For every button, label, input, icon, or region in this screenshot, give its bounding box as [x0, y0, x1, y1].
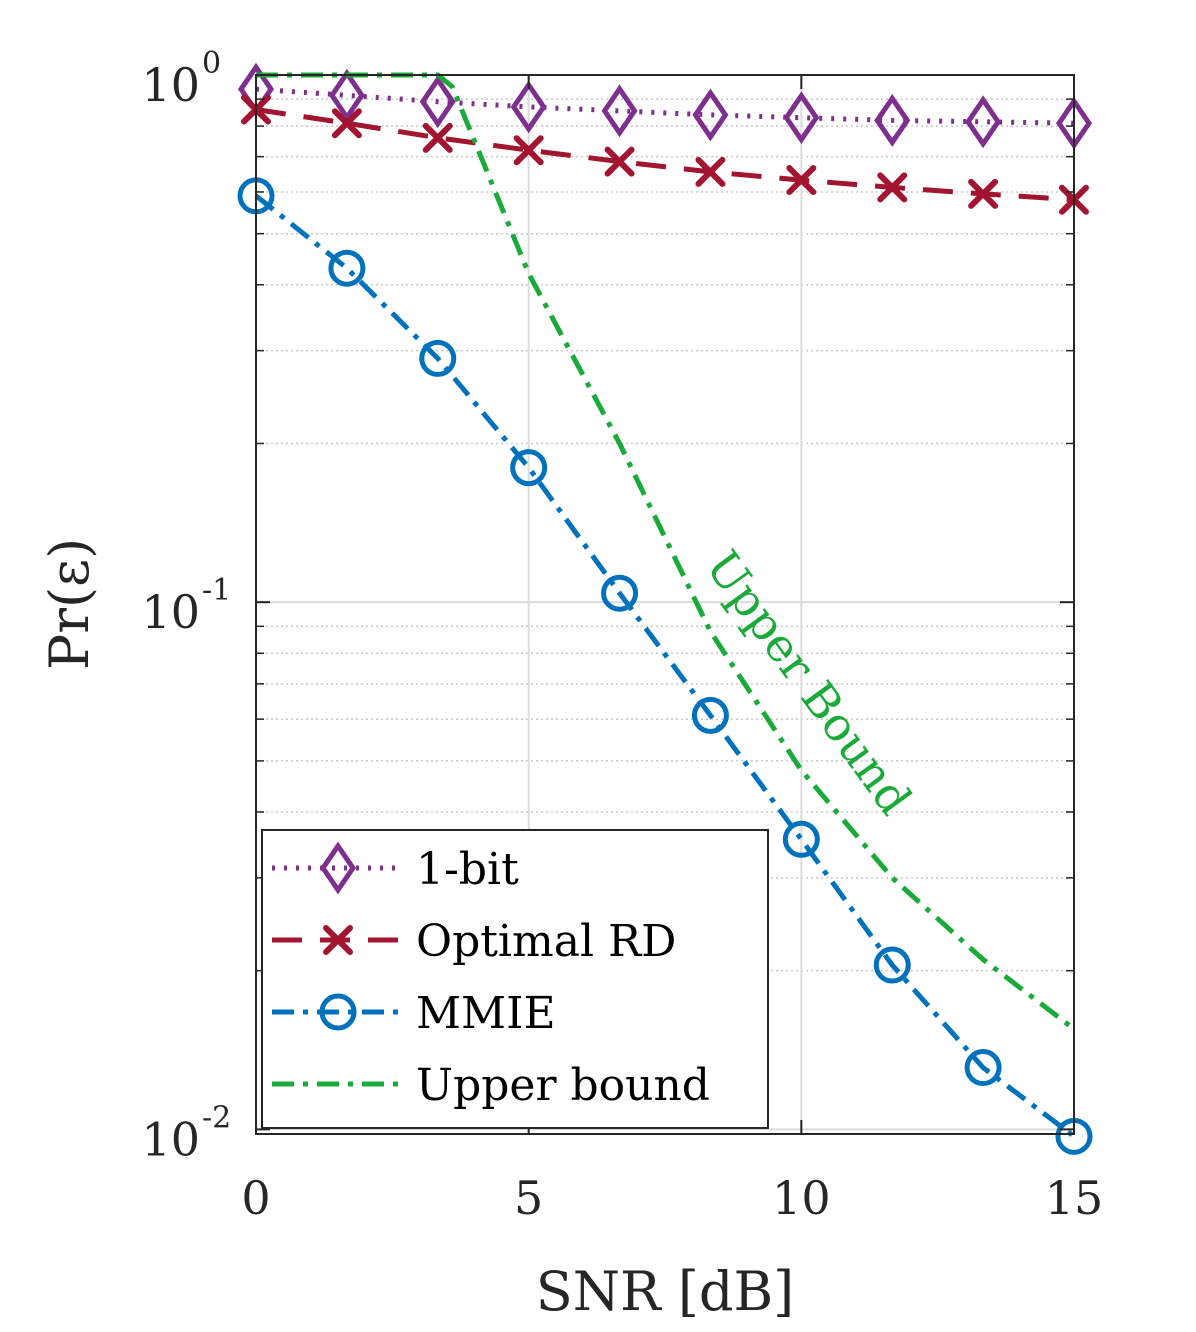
data-point-diamond	[601, 84, 638, 138]
data-point-circle	[328, 249, 366, 287]
legend-label: Optimal RD	[416, 916, 676, 967]
legend-marker-circle	[319, 993, 357, 1031]
data-point-x	[422, 122, 453, 153]
series-line	[255, 86, 1075, 126]
data-point-circle	[964, 1049, 1002, 1087]
y-tick-exponent: -1	[202, 573, 231, 608]
legend-label: Upper bound	[416, 1060, 710, 1111]
series-line	[254, 193, 1076, 1139]
y-tick-label: 10	[141, 585, 200, 639]
data-point-diamond	[965, 95, 1002, 149]
legend-marker-x	[323, 925, 353, 955]
series-line	[255, 107, 1075, 203]
y-tick-exponent: -2	[202, 1100, 231, 1135]
data-point-x	[513, 135, 544, 166]
series-mmie	[237, 177, 1093, 1155]
legend-entry: 1-bit	[272, 841, 519, 895]
data-point-diamond	[692, 88, 729, 142]
legend-label: 1-bit	[416, 844, 519, 895]
legend-entry: Upper bound	[272, 1060, 710, 1111]
legend: 1-bit Optimal RD MMIE Upper bound	[261, 829, 769, 1129]
data-point-x	[695, 156, 726, 187]
series-upper-bound	[256, 72, 1076, 1031]
tick-labels: 10 010 -110 -20 5 10 15	[141, 46, 1103, 1225]
legend-entry: MMIE	[272, 988, 556, 1039]
data-point-diamond	[510, 80, 547, 134]
series-layer	[237, 62, 1093, 1155]
data-point-x	[968, 178, 999, 209]
data-point-circle	[782, 820, 820, 858]
data-point-x	[604, 146, 635, 177]
series-line	[256, 72, 1076, 1031]
data-point-circle	[873, 946, 911, 984]
data-point-circle	[691, 696, 729, 734]
y-tick-label: 10	[141, 1112, 200, 1166]
data-point-diamond	[328, 68, 365, 122]
data-point-diamond	[419, 75, 456, 129]
x-tick-label: 5	[514, 1171, 543, 1225]
x-tick-label: 0	[241, 1171, 270, 1225]
data-point-circle	[601, 574, 639, 612]
data-point-diamond	[874, 93, 911, 147]
x-tick-label: 15	[1045, 1171, 1104, 1225]
legend-marker-diamond	[319, 841, 357, 895]
x-axis-title: SNR [dB]	[536, 1260, 794, 1323]
data-point-x	[877, 172, 908, 203]
axes-box	[255, 74, 1075, 1135]
data-point-diamond	[783, 91, 820, 145]
data-point-circle	[419, 339, 457, 377]
data-point-x	[331, 108, 362, 139]
legend-entries: 1-bit Optimal RD MMIE Upper bound	[272, 841, 710, 1111]
ticks	[255, 74, 1075, 1134]
x-tick-label: 10	[772, 1171, 831, 1225]
legend-entry: Optimal RD	[272, 916, 676, 967]
data-point-circle	[510, 449, 548, 487]
y-axis-title: Pr(ε)	[38, 538, 101, 670]
series-optimal-rd	[241, 94, 1089, 215]
y-tick-exponent: 0	[202, 46, 221, 81]
data-point-x	[786, 165, 817, 196]
y-tick-label: 10	[141, 58, 200, 112]
legend-label: MMIE	[416, 988, 556, 1039]
